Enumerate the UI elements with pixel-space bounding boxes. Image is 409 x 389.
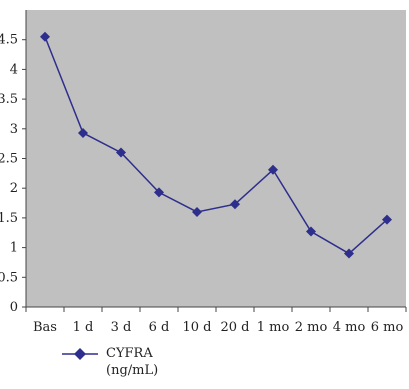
ticks: 0 0.5 1 1.5 2 2.5 3 3.5 4 4.5 Bas 1 d 3 d 6 d 10 d 20 d…	[0, 33, 407, 335]
y-tick-label: 3	[10, 122, 18, 137]
data-point-marker	[230, 199, 240, 210]
x-tick-label: 20 d	[221, 320, 250, 335]
y-tick-label: 2.5	[0, 152, 18, 167]
y-tick-label: 2	[10, 181, 18, 196]
y-tick-label: 1.5	[0, 211, 18, 226]
y-tick-label: 0	[10, 300, 18, 315]
x-tick-label: 3 d	[111, 320, 132, 335]
y-tick-label: 4	[10, 62, 18, 77]
data-point-marker	[154, 187, 164, 198]
x-tick-label: 2 mo	[295, 320, 328, 335]
x-tick-label: 10 d	[183, 320, 212, 335]
x-tick-label: 4 mo	[333, 320, 366, 335]
x-tick-label: 6 d	[149, 320, 170, 335]
x-tick-label: 6 mo	[371, 320, 404, 335]
legend-marker	[62, 348, 98, 360]
data-point-marker	[306, 226, 316, 237]
y-tick-label: 1	[10, 241, 18, 256]
series-layer	[40, 31, 392, 259]
data-point-marker	[116, 147, 126, 158]
series-line	[44, 36, 388, 255]
y-tick-label: 3.5	[0, 92, 18, 107]
y-tick-label: 4.5	[0, 33, 18, 48]
legend: CYFRA (ng/mL)	[60, 345, 158, 379]
data-point-marker	[268, 164, 278, 175]
plot-area-background	[26, 10, 406, 307]
data-point-marker	[192, 206, 202, 217]
x-tick-label: 1 d	[73, 320, 94, 335]
x-tick-label: Bas	[33, 320, 57, 335]
data-point-marker	[40, 31, 50, 42]
data-point-marker	[78, 127, 88, 138]
legend-label: CYFRA (ng/mL)	[106, 345, 158, 379]
y-tick-label: 0.5	[0, 270, 18, 285]
legend-label-line1: CYFRA	[106, 346, 153, 361]
x-tick-label: 1 mo	[257, 320, 290, 335]
legend-label-line2: (ng/mL)	[106, 363, 159, 378]
data-point-marker	[382, 214, 392, 225]
data-point-marker	[344, 248, 354, 259]
